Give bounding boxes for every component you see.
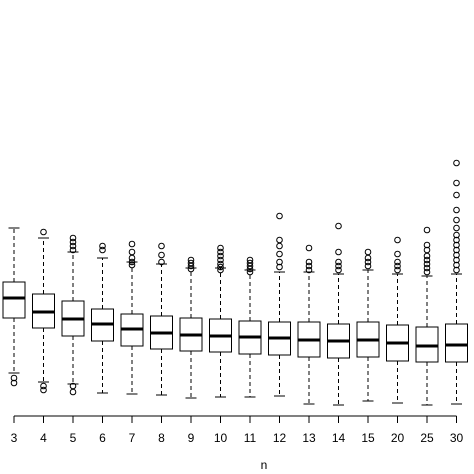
- outlier: [158, 258, 165, 266]
- outlier: [394, 262, 401, 270]
- outlier: [364, 248, 372, 256]
- outlier: [10, 379, 18, 387]
- x-tick-label: 9: [188, 431, 195, 445]
- outlier: [423, 252, 431, 260]
- outlier: [217, 244, 224, 252]
- x-tick-label: 11: [244, 431, 257, 445]
- x-tick-label: 25: [420, 431, 434, 445]
- outlier: [423, 264, 431, 272]
- outlier: [364, 258, 372, 266]
- x-tick-label: 30: [450, 431, 464, 445]
- outlier: [453, 241, 460, 249]
- outlier: [453, 216, 460, 224]
- outlier: [423, 241, 431, 249]
- outlier: [69, 388, 77, 396]
- box: [2, 281, 26, 319]
- outlier: [69, 246, 77, 254]
- x-tick-label: 3: [11, 431, 18, 445]
- outlier: [423, 260, 431, 268]
- outlier: [158, 251, 165, 259]
- outlier: [128, 258, 136, 266]
- x-tick-label: 8: [158, 431, 165, 445]
- outlier: [276, 212, 283, 220]
- outlier: [217, 263, 224, 271]
- outlier: [453, 231, 460, 239]
- outlier: [276, 263, 283, 271]
- outlier: [394, 250, 401, 258]
- outlier: [69, 234, 77, 242]
- outlier: [335, 258, 342, 266]
- outlier: [40, 228, 47, 236]
- outlier: [276, 236, 283, 244]
- outlier: [364, 254, 372, 262]
- outlier: [335, 248, 342, 256]
- x-axis-label: n: [261, 458, 268, 472]
- outlier: [453, 224, 460, 232]
- outlier: [128, 240, 136, 248]
- outlier: [453, 261, 460, 269]
- outlier: [453, 159, 460, 167]
- x-tick-label: 7: [129, 431, 136, 445]
- outlier: [217, 256, 224, 264]
- outlier: [305, 244, 313, 252]
- outlier: [246, 268, 254, 276]
- outlier: [99, 246, 106, 254]
- outlier: [40, 386, 47, 394]
- outlier: [453, 206, 460, 214]
- outlier: [364, 262, 372, 270]
- outlier: [99, 242, 106, 250]
- outlier: [69, 238, 77, 246]
- outlier: [10, 374, 18, 382]
- x-tick-label: 14: [332, 431, 346, 445]
- outlier: [40, 382, 47, 390]
- outlier: [128, 248, 136, 256]
- x-tick-label: 4: [40, 431, 47, 445]
- outlier: [276, 242, 283, 250]
- x-tick-label: 20: [391, 431, 405, 445]
- outlier: [335, 262, 342, 270]
- outlier: [453, 251, 460, 259]
- outlier: [69, 242, 77, 250]
- outlier: [453, 266, 460, 274]
- outlier: [305, 258, 313, 266]
- outlier: [423, 226, 431, 234]
- x-tick-label: 12: [273, 431, 287, 445]
- outlier: [453, 191, 460, 199]
- outlier: [453, 256, 460, 264]
- outlier: [423, 256, 431, 264]
- outlier: [394, 266, 401, 274]
- outlier: [128, 254, 136, 262]
- x-tick-label: 6: [99, 431, 106, 445]
- outlier: [394, 236, 401, 244]
- outlier: [276, 250, 283, 258]
- outlier: [335, 222, 342, 230]
- outlier: [453, 246, 460, 254]
- outlier: [453, 236, 460, 244]
- outlier: [305, 262, 313, 270]
- outlier: [335, 266, 342, 274]
- outlier: [187, 262, 195, 270]
- x-tick-label: 10: [214, 431, 228, 445]
- outlier: [217, 248, 224, 256]
- outlier: [305, 266, 313, 274]
- outlier: [128, 261, 136, 269]
- outlier: [217, 266, 224, 274]
- outlier: [217, 252, 224, 260]
- outlier: [158, 242, 165, 250]
- outlier: [187, 265, 195, 273]
- outlier: [423, 268, 431, 276]
- x-tick-label: 5: [70, 431, 77, 445]
- x-tick-label: 13: [302, 431, 316, 445]
- outlier: [276, 258, 283, 266]
- box: [445, 323, 468, 363]
- outlier: [453, 179, 460, 187]
- outlier: [394, 258, 401, 266]
- x-tick-label: 15: [361, 431, 375, 445]
- outlier: [246, 265, 254, 273]
